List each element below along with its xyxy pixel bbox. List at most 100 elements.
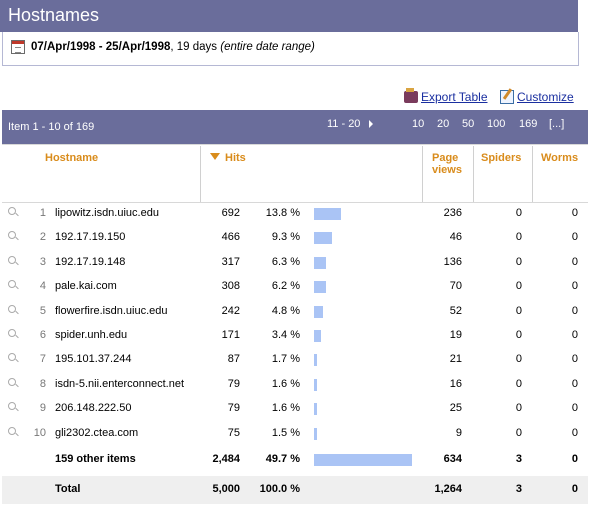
magnifier-icon[interactable] xyxy=(8,402,16,411)
other-items-percent: 49.7 % xyxy=(265,453,300,465)
row-number: 7 xyxy=(39,353,46,366)
row-spiders: 0 xyxy=(515,377,522,390)
total-hits: 5,000 xyxy=(212,483,240,495)
col-page-views[interactable]: Page views xyxy=(432,152,462,176)
hits-bar xyxy=(314,378,318,391)
row-hits: 75 xyxy=(227,426,240,439)
export-table-label[interactable]: Export Table xyxy=(421,90,488,104)
row-percent: 1.5 % xyxy=(271,426,300,439)
export-icon[interactable] xyxy=(404,88,418,103)
next-page-link[interactable]: 11 - 20 xyxy=(327,118,361,130)
item-range: Item 1 - 10 of 169 xyxy=(8,121,95,133)
row-hostname[interactable]: spider.unh.edu xyxy=(55,329,128,341)
page-size-169[interactable]: 169 xyxy=(519,118,538,130)
row-hits: 317 xyxy=(221,255,240,268)
row-page-views: 25 xyxy=(449,402,462,415)
row-page-views: 21 xyxy=(449,353,462,366)
row-worms: 0 xyxy=(571,329,578,341)
row-hostname[interactable]: lipowitz.isdn.uiuc.edu xyxy=(55,207,159,219)
table-row: 6 spider.unh.edu 171 3.4 % 19 0 0 xyxy=(2,324,588,348)
table-header: Hostname Hits Page views Spiders Worms xyxy=(2,144,588,202)
magnifier-icon[interactable] xyxy=(8,426,16,435)
row-percent: 1.7 % xyxy=(271,353,300,366)
magnifier-icon[interactable] xyxy=(8,353,16,362)
table-row: 1 lipowitz.isdn.uiuc.edu 692 13.8 % 236 0 0 xyxy=(2,202,588,226)
row-hostname[interactable]: 192.17.19.150 xyxy=(55,231,126,244)
row-hostname[interactable]: flowerfire.isdn.uiuc.edu xyxy=(55,304,168,317)
row-number: 10 xyxy=(33,426,46,439)
row-hits: 79 xyxy=(227,377,240,390)
row-percent: 1.6 % xyxy=(271,402,300,415)
row-number: 3 xyxy=(39,255,46,268)
row-spiders: 0 xyxy=(515,353,522,366)
magnifier-icon[interactable] xyxy=(8,255,16,264)
date-range-note: (entire date range) xyxy=(220,41,315,53)
header-divider xyxy=(473,146,474,202)
hits-bar xyxy=(314,354,318,367)
row-worms: 0 xyxy=(571,426,578,439)
row-number: 9 xyxy=(39,402,46,415)
row-page-views: 70 xyxy=(449,280,462,293)
header-bottom-rule xyxy=(2,202,588,203)
total-page-views: 1,264 xyxy=(434,483,462,495)
row-page-views: 19 xyxy=(449,329,462,341)
magnifier-icon[interactable] xyxy=(8,304,16,313)
row-hits: 87 xyxy=(227,353,240,366)
row-worms: 0 xyxy=(571,207,578,219)
date-range: 07/Apr/1998 - 25/Apr/1998 xyxy=(31,41,171,53)
row-number: 8 xyxy=(39,377,46,390)
next-arrow-icon[interactable] xyxy=(369,120,373,128)
customize-icon[interactable] xyxy=(500,90,514,104)
header-top-rule xyxy=(2,144,588,145)
hits-bar xyxy=(314,403,318,416)
magnifier-icon[interactable] xyxy=(8,329,16,337)
total-percent: 100.0 % xyxy=(259,483,300,495)
row-number: 4 xyxy=(39,280,46,293)
row-percent: 13.8 % xyxy=(265,207,300,219)
row-hostname[interactable]: isdn-5.nii.enterconnect.net xyxy=(55,377,185,390)
page-size-custom[interactable]: [...] xyxy=(549,118,565,130)
col-worms[interactable]: Worms xyxy=(541,152,579,164)
magnifier-icon[interactable] xyxy=(8,231,16,240)
row-hostname[interactable]: 192.17.19.148 xyxy=(55,255,126,268)
other-items-label[interactable]: 159 other items xyxy=(55,453,136,465)
table-row: 10 gli2302.ctea.com 75 1.5 % 9 0 0 xyxy=(2,422,588,446)
page-size-10[interactable]: 10 xyxy=(412,118,425,130)
magnifier-icon[interactable] xyxy=(8,207,16,215)
page-size-100[interactable]: 100 xyxy=(487,118,506,130)
row-percent: 3.4 % xyxy=(271,329,300,341)
row-worms: 0 xyxy=(571,377,578,390)
row-worms: 0 xyxy=(571,280,578,293)
sort-desc-icon[interactable] xyxy=(210,153,220,160)
customize-link[interactable]: Customize xyxy=(517,90,574,104)
row-hostname[interactable]: gli2302.ctea.com xyxy=(55,426,139,439)
row-page-views: 9 xyxy=(455,426,462,439)
calendar-icon[interactable] xyxy=(11,40,25,54)
page-size-50[interactable]: 50 xyxy=(462,118,475,130)
magnifier-icon[interactable] xyxy=(8,280,16,289)
row-percent: 6.2 % xyxy=(271,280,300,293)
col-page-views-line1: Page xyxy=(432,152,459,164)
row-hostname[interactable]: 195.101.37.244 xyxy=(55,353,132,366)
other-items-spiders: 3 xyxy=(515,453,522,465)
table-row: 3 192.17.19.148 317 6.3 % 136 0 0 xyxy=(2,251,588,275)
hits-bar xyxy=(314,427,317,440)
magnifier-icon[interactable] xyxy=(8,377,16,386)
col-hits[interactable]: Hits xyxy=(225,152,246,164)
table-row: 8 isdn-5.nii.enterconnect.net 79 1.6 % 16 0 0 xyxy=(2,373,588,397)
table-row: 9 206.148.222.50 79 1.6 % 25 0 0 xyxy=(2,397,588,421)
hits-bar xyxy=(314,305,324,318)
export-table-link[interactable]: Export Table xyxy=(421,90,488,104)
col-spiders[interactable]: Spiders xyxy=(481,152,522,164)
row-page-views: 52 xyxy=(449,304,462,317)
hits-bar xyxy=(314,281,327,294)
row-hostname[interactable]: 206.148.222.50 xyxy=(55,402,132,415)
page-size-20[interactable]: 20 xyxy=(437,118,450,130)
other-items-row: 159 other items 2,484 49.7 % 634 3 0 xyxy=(2,448,588,472)
row-hostname[interactable]: pale.kai.com xyxy=(55,280,117,293)
date-range-box: 07/Apr/1998 - 25/Apr/1998, 19 days (enti… xyxy=(2,32,579,66)
col-hostname[interactable]: Hostname xyxy=(45,152,99,164)
row-hits: 171 xyxy=(221,329,240,341)
customize-label[interactable]: Customize xyxy=(517,90,574,104)
date-range-days: , 19 days xyxy=(170,41,221,53)
